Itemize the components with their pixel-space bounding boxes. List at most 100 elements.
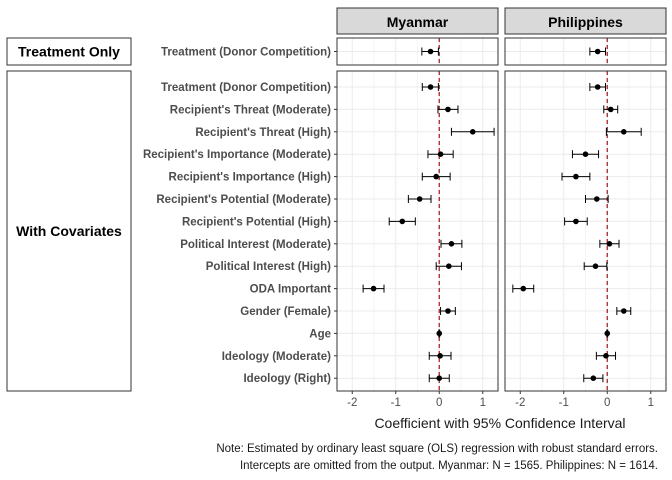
y-axis-labels: Treatment (Donor Competition) Treatment (… bbox=[143, 47, 337, 385]
x-axes: -2 -1 0 1 -2 -1 0 1 bbox=[347, 391, 654, 409]
point-estimate bbox=[446, 263, 452, 270]
point-estimate bbox=[445, 106, 451, 113]
point-estimate bbox=[607, 106, 614, 113]
y-tick-label-oda-important: ODA Important bbox=[250, 284, 332, 296]
estimate-age bbox=[604, 329, 611, 338]
y-tick-label-political-interest-moderate: Political Interest (Moderate) bbox=[180, 239, 331, 251]
y-tick-label-political-interest-high: Political Interest (High) bbox=[206, 261, 331, 273]
x-tick-label: -1 bbox=[391, 397, 401, 409]
estimate-recipient-s-threat-moderate bbox=[603, 105, 619, 114]
column-strip-label-myanmar: Myanmar bbox=[387, 14, 449, 30]
y-tick-label-ideology-right: Ideology (Right) bbox=[243, 373, 331, 385]
estimate-recipient-s-potential-moderate bbox=[407, 195, 432, 203]
estimate-oda-important bbox=[512, 284, 535, 293]
y-tick-label-recipient-s-importance-high: Recipient's Importance (High) bbox=[169, 172, 332, 184]
point-estimate bbox=[416, 196, 423, 202]
point-estimate bbox=[582, 151, 589, 157]
point-estimate bbox=[437, 151, 444, 157]
estimate-recipient-s-threat-moderate bbox=[437, 105, 459, 114]
row-strip-treatment-only bbox=[6, 37, 132, 66]
y-tick-label-treatment-donor-competition: Treatment (Donor Competition) bbox=[161, 47, 331, 59]
point-estimate bbox=[573, 218, 579, 225]
y-tick-label-gender-female: Gender (Female) bbox=[240, 306, 331, 318]
panel-treatment-only-myanmar bbox=[336, 37, 499, 66]
panel-with-covariates-myanmar bbox=[336, 70, 499, 392]
estimate-ideology-moderate bbox=[595, 351, 617, 360]
point-estimate bbox=[606, 241, 613, 247]
point-estimate bbox=[590, 375, 597, 382]
estimate-political-interest-moderate bbox=[440, 239, 463, 248]
point-estimate bbox=[592, 263, 599, 270]
estimate-recipient-s-importance-moderate bbox=[571, 150, 600, 159]
estimate-recipient-s-importance-high bbox=[421, 172, 451, 181]
point-estimate bbox=[427, 48, 434, 55]
point-estimate bbox=[594, 48, 601, 55]
point-estimate bbox=[620, 129, 627, 135]
panel-treatment-only-philippines bbox=[504, 37, 667, 66]
x-tick-label: 0 bbox=[436, 397, 442, 409]
point-estimate bbox=[573, 173, 579, 180]
point-estimate bbox=[436, 375, 443, 382]
point-estimate bbox=[594, 84, 601, 90]
point-estimate bbox=[594, 196, 600, 202]
estimate-political-interest-high bbox=[583, 262, 608, 271]
estimate-recipient-s-potential-moderate bbox=[585, 195, 609, 203]
estimate-recipient-s-importance-moderate bbox=[427, 150, 454, 159]
estimate-ideology-right bbox=[428, 374, 450, 383]
point-estimate bbox=[427, 84, 434, 90]
facet-panels bbox=[336, 37, 667, 392]
note-line-2: Intercepts are omitted from the output. … bbox=[240, 460, 658, 472]
x-axis-title: Coefficient with 95% Confidence Interval bbox=[374, 415, 625, 431]
y-tick-label-ideology-moderate: Ideology (Moderate) bbox=[222, 351, 331, 363]
estimate-recipient-s-potential-high bbox=[564, 217, 588, 226]
y-tick-label-recipient-s-potential-moderate: Recipient's Potential (Moderate) bbox=[156, 194, 331, 206]
estimate-treatment-donor-competition bbox=[421, 47, 439, 56]
point-estimate bbox=[370, 285, 377, 292]
point-estimate bbox=[604, 330, 611, 337]
y-tick-label-recipient-s-importance-moderate: Recipient's Importance (Moderate) bbox=[143, 149, 331, 161]
note-line-1: Note: Estimated by ordinary least square… bbox=[216, 443, 658, 455]
estimate-ideology-right bbox=[583, 374, 604, 383]
y-tick-label-treatment-donor-competition: Treatment (Donor Competition) bbox=[161, 82, 331, 94]
column-strip-label-philippines: Philippines bbox=[548, 14, 623, 30]
estimate-ideology-moderate bbox=[428, 351, 452, 360]
y-tick-label-recipient-s-threat-high: Recipient's Threat (High) bbox=[195, 127, 331, 139]
estimate-gender-female bbox=[440, 307, 456, 315]
estimate-treatment-donor-competition bbox=[421, 83, 439, 91]
point-estimate bbox=[520, 285, 527, 292]
x-tick-label: -2 bbox=[515, 397, 525, 409]
row-strip-label-treatment-only: Treatment Only bbox=[18, 44, 120, 60]
x-tick-label: -1 bbox=[559, 397, 569, 409]
y-tick-label-recipient-s-potential-high: Recipient's Potential (High) bbox=[182, 216, 331, 228]
x-tick-label: 1 bbox=[480, 397, 486, 409]
row-strip-label-with-covariates: With Covariates bbox=[16, 223, 122, 239]
estimate-political-interest-moderate bbox=[599, 239, 620, 248]
column-strip-philippines bbox=[504, 7, 667, 35]
estimate-age bbox=[436, 329, 443, 338]
estimate-gender-female bbox=[616, 307, 632, 315]
point-estimate bbox=[445, 308, 451, 314]
point-estimate bbox=[620, 308, 627, 314]
panel-with-covariates-philippines bbox=[504, 70, 667, 392]
estimate-recipient-s-threat-high bbox=[450, 127, 495, 136]
point-estimate bbox=[399, 218, 406, 225]
x-tick-label: 1 bbox=[648, 397, 654, 409]
estimate-treatment-donor-competition bbox=[589, 83, 607, 91]
column-strip-myanmar bbox=[336, 7, 499, 35]
estimate-recipient-s-importance-high bbox=[561, 172, 591, 181]
estimate-recipient-s-threat-high bbox=[605, 127, 642, 136]
estimate-treatment-donor-competition bbox=[589, 47, 607, 56]
x-tick-label: -2 bbox=[347, 397, 357, 409]
point-estimate bbox=[437, 353, 443, 359]
y-tick-label-recipient-s-threat-moderate: Recipient's Threat (Moderate) bbox=[170, 104, 331, 116]
panel-border bbox=[504, 70, 667, 392]
point-estimate bbox=[448, 241, 455, 247]
y-tick-label-age: Age bbox=[309, 328, 331, 340]
panel-border bbox=[504, 37, 667, 66]
point-estimate bbox=[603, 353, 609, 359]
panel-border bbox=[336, 70, 499, 392]
column-strips: Myanmar Philippines bbox=[336, 7, 667, 35]
point-estimate bbox=[433, 173, 440, 180]
estimate-recipient-s-potential-high bbox=[388, 217, 416, 226]
